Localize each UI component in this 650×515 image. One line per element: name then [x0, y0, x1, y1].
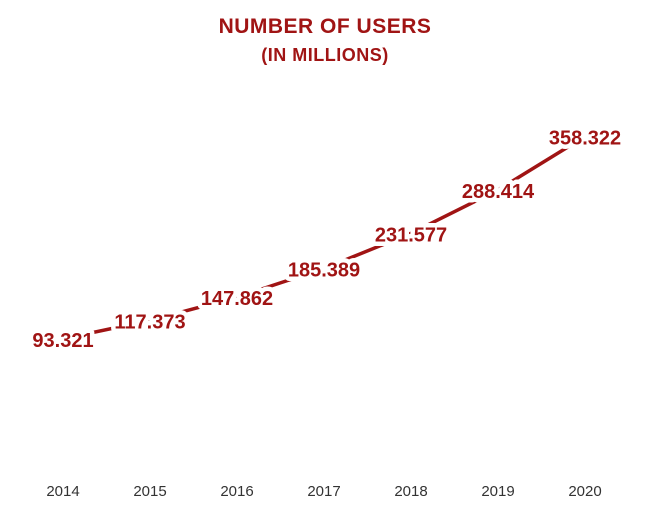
value-label-halo-2015: 117.373 — [114, 311, 185, 333]
value-label-2016: 147.862 — [201, 288, 273, 310]
x-tick-2019: 2019 — [481, 483, 514, 500]
chart-subtitle: (IN MILLIONS) — [261, 45, 389, 65]
value-label-2020: 358.322 — [549, 128, 621, 150]
chart-title: NUMBER OF USERS — [218, 15, 432, 38]
value-label-halo-2018: 231.577 — [375, 224, 447, 246]
x-tick-2014: 2014 — [46, 483, 79, 500]
value-label-2015: 117.373 — [114, 311, 185, 333]
value-label-halo-2020: 358.322 — [549, 128, 621, 150]
x-tick-2018: 2018 — [394, 483, 427, 500]
x-tick-2020: 2020 — [568, 483, 601, 500]
value-label-2017: 185.389 — [288, 260, 360, 282]
x-tick-2017: 2017 — [307, 483, 340, 500]
series-line — [61, 134, 587, 341]
value-label-2019: 288.414 — [462, 181, 535, 203]
value-label-halo-2019: 288.414 — [462, 181, 535, 203]
value-label-2014: 93.321 — [32, 330, 93, 352]
value-label-halo-2014: 93.321 — [32, 330, 93, 352]
x-tick-2016: 2016 — [220, 483, 253, 500]
value-label-halo-2016: 147.862 — [201, 288, 273, 310]
value-label-2018: 231.577 — [375, 224, 447, 246]
x-tick-2015: 2015 — [133, 483, 166, 500]
value-label-halo-2017: 185.389 — [288, 260, 360, 282]
